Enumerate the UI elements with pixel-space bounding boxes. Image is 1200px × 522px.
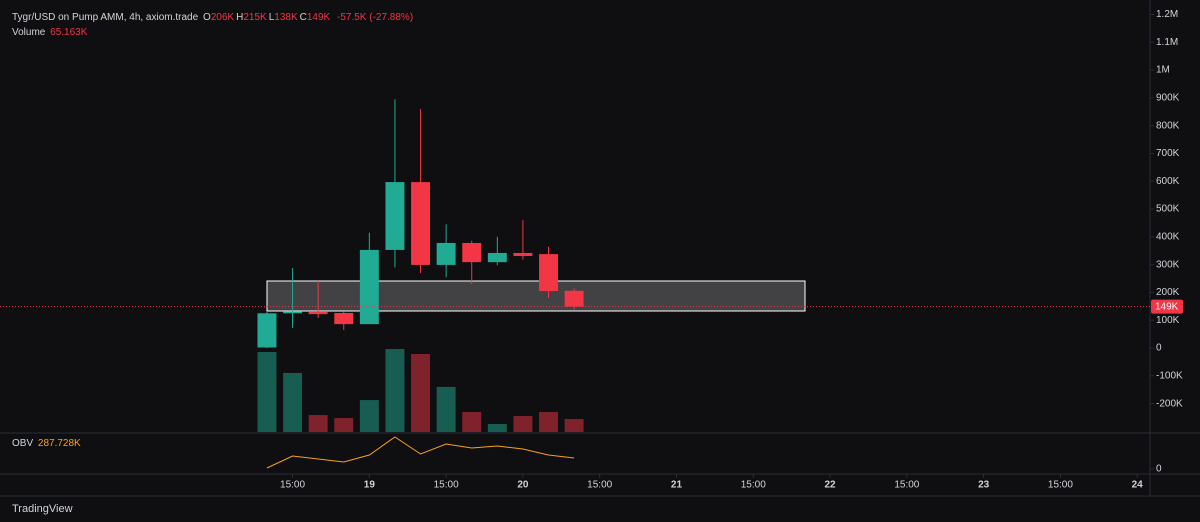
y-tick-label: 700K bbox=[1156, 148, 1180, 159]
volume-bar bbox=[436, 386, 456, 432]
volume-bar bbox=[539, 412, 558, 432]
candle-body bbox=[359, 249, 379, 325]
x-tick-label: 21 bbox=[671, 480, 683, 491]
volume-value: 65.163K bbox=[50, 27, 88, 38]
y-tick-label: 900K bbox=[1156, 92, 1180, 103]
y-tick-label: 300K bbox=[1156, 259, 1180, 270]
y-tick-label: 800K bbox=[1156, 120, 1180, 131]
candle-body bbox=[385, 182, 405, 250]
brand: TradingView bbox=[12, 503, 73, 515]
x-tick-label: 15:00 bbox=[741, 480, 766, 491]
x-tick-label: 15:00 bbox=[587, 480, 612, 491]
y-tick-label: 1.1M bbox=[1156, 37, 1178, 48]
volume-bar bbox=[462, 412, 482, 432]
x-tick-label: 15:00 bbox=[280, 480, 305, 491]
candle-body bbox=[334, 313, 354, 325]
range-box-drawing bbox=[266, 280, 806, 312]
x-tick-label: 24 bbox=[1132, 480, 1144, 491]
x-tick-label: 19 bbox=[364, 480, 376, 491]
x-tick-label: 15:00 bbox=[434, 480, 459, 491]
volume-legend: Volume 65.163K bbox=[12, 27, 89, 38]
y-tick-label: 0 bbox=[1156, 343, 1162, 354]
x-tick-label: 20 bbox=[517, 480, 529, 491]
x-tick-label: 23 bbox=[978, 480, 990, 491]
obv-name: OBV bbox=[12, 438, 34, 449]
obv-legend: OBV 287.728K bbox=[12, 438, 83, 449]
y-tick-label: 200K bbox=[1156, 287, 1180, 298]
candle-body bbox=[283, 311, 303, 314]
candle-body bbox=[513, 252, 533, 257]
ohlc-value: 206K bbox=[210, 12, 235, 23]
volume-bar bbox=[513, 416, 533, 432]
volume-name: Volume bbox=[12, 27, 46, 38]
volume-bar bbox=[334, 418, 354, 432]
ohlc-value: 149K bbox=[306, 12, 331, 23]
ohlc-value: 215K bbox=[243, 12, 267, 23]
y-tick-label: 100K bbox=[1156, 315, 1180, 326]
ohlc-value: 138K bbox=[274, 12, 298, 23]
volume-bar bbox=[283, 372, 303, 432]
obv-tick-label: 0 bbox=[1156, 464, 1162, 475]
candle-body bbox=[539, 254, 558, 292]
obv-line bbox=[266, 436, 575, 469]
volume-bar bbox=[487, 424, 507, 432]
volume-bar bbox=[308, 415, 328, 432]
candle-body bbox=[564, 290, 584, 307]
ohlc: O206K H215K L138K C149K bbox=[203, 12, 332, 23]
y-tick-label: 600K bbox=[1156, 176, 1180, 187]
ohlc-key: H bbox=[236, 12, 244, 23]
candle-body bbox=[257, 313, 277, 348]
x-tick-label: 15:00 bbox=[894, 480, 919, 491]
current-price-tag bbox=[1151, 299, 1183, 314]
ohlc-key: L bbox=[268, 12, 275, 23]
candle-body bbox=[487, 252, 507, 263]
change: -57.5K (-27.88%) bbox=[337, 12, 414, 23]
candle-body bbox=[462, 242, 482, 263]
y-tick-label: 1M bbox=[1156, 65, 1170, 76]
y-tick-label: -100K bbox=[1156, 370, 1183, 381]
ohlc-key: O bbox=[202, 12, 211, 23]
candle-body bbox=[436, 242, 456, 265]
candle-body bbox=[411, 182, 431, 265]
x-tick-label: 15:00 bbox=[1048, 480, 1073, 491]
candle-body bbox=[308, 311, 328, 315]
x-tick-label: 22 bbox=[824, 480, 836, 491]
y-tick-label: 500K bbox=[1156, 204, 1180, 215]
volume-bar bbox=[411, 353, 431, 432]
y-tick-label: 1.2M bbox=[1156, 9, 1178, 20]
current-price-label: 149K bbox=[1155, 301, 1179, 312]
volume-bar bbox=[385, 348, 405, 432]
ohlc-key: C bbox=[299, 12, 307, 23]
volume-bar bbox=[257, 351, 277, 432]
obv-value: 287.728K bbox=[37, 438, 81, 449]
volume-bar bbox=[564, 418, 584, 432]
symbol-title: Tygr/USD on Pump AMM, 4h, axiom.trade bbox=[12, 12, 199, 23]
y-tick-label: -200K bbox=[1156, 398, 1183, 409]
legend-header: Tygr/USD on Pump AMM, 4h, axiom.trade O2… bbox=[12, 12, 415, 23]
volume-bar bbox=[359, 400, 379, 432]
y-tick-label: 400K bbox=[1156, 231, 1180, 242]
